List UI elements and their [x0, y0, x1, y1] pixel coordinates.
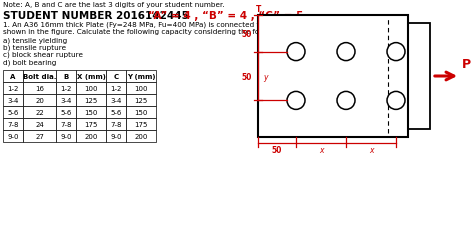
Text: Note: A, B and C are the last 3 digits of your student number.: Note: A, B and C are the last 3 digits o… [3, 2, 225, 8]
Bar [258, 16, 408, 137]
Bar [126, 71, 156, 83]
Bar [23, 71, 56, 83]
Circle shape [387, 92, 405, 110]
Bar [106, 119, 126, 130]
Text: Bolt dia.: Bolt dia. [23, 74, 56, 80]
Bar [3, 130, 23, 142]
Text: 125: 125 [134, 98, 147, 104]
Text: 5-6: 5-6 [7, 110, 18, 115]
Text: 9-0: 9-0 [110, 133, 122, 139]
Bar [3, 119, 23, 130]
Text: Y (mm): Y (mm) [127, 74, 155, 80]
Text: 9-0: 9-0 [60, 133, 72, 139]
Text: X (mm): X (mm) [77, 74, 105, 80]
Circle shape [337, 43, 355, 61]
Bar [76, 130, 106, 142]
Bar [106, 106, 126, 119]
Text: STUDENT NUMBER 2016142445: STUDENT NUMBER 2016142445 [3, 11, 192, 21]
Bar [56, 106, 76, 119]
Bar [76, 106, 106, 119]
Circle shape [387, 43, 405, 61]
Text: 150: 150 [84, 110, 98, 115]
Text: b) tensile rupture: b) tensile rupture [3, 44, 66, 51]
Text: 200: 200 [134, 133, 148, 139]
Text: 200: 200 [84, 133, 98, 139]
Text: 1-2: 1-2 [7, 86, 18, 92]
Text: 3-4: 3-4 [60, 98, 72, 104]
Bar [23, 83, 56, 94]
Text: C: C [113, 74, 118, 80]
Text: “A” = 4 , “B” = 4 , “C” = 5: “A” = 4 , “B” = 4 , “C” = 5 [148, 11, 303, 21]
Text: d) bolt bearing: d) bolt bearing [3, 59, 56, 66]
Bar [23, 94, 56, 106]
Text: 100: 100 [84, 86, 98, 92]
Bar [126, 94, 156, 106]
Text: 16: 16 [35, 86, 44, 92]
Text: 24: 24 [35, 122, 44, 127]
Text: x: x [319, 145, 323, 154]
Text: x: x [369, 145, 373, 154]
Text: 175: 175 [134, 122, 148, 127]
Bar [126, 119, 156, 130]
Bar [126, 83, 156, 94]
Bar [76, 71, 106, 83]
Bar [126, 106, 156, 119]
Bar [23, 106, 56, 119]
Circle shape [287, 92, 305, 110]
Text: 100: 100 [134, 86, 148, 92]
Text: 1-2: 1-2 [60, 86, 72, 92]
Text: 125: 125 [84, 98, 98, 104]
Text: y: y [263, 72, 267, 81]
Text: 7-8: 7-8 [60, 122, 72, 127]
Bar [3, 94, 23, 106]
Bar [270, 24, 430, 129]
Text: 7-8: 7-8 [7, 122, 19, 127]
Text: 150: 150 [134, 110, 148, 115]
Text: c) block shear rupture: c) block shear rupture [3, 52, 83, 58]
Text: T: T [256, 5, 262, 14]
Bar [106, 130, 126, 142]
Bar [76, 119, 106, 130]
Bar [23, 119, 56, 130]
Text: B: B [64, 74, 69, 80]
Circle shape [287, 43, 305, 61]
Bar [3, 106, 23, 119]
Circle shape [337, 92, 355, 110]
Text: shown in the figure. Calculate the following capacity considering the following : shown in the figure. Calculate the follo… [3, 29, 329, 35]
Bar [56, 71, 76, 83]
Text: 5-6: 5-6 [60, 110, 72, 115]
Bar [106, 83, 126, 94]
Text: 175: 175 [84, 122, 98, 127]
Text: 50: 50 [272, 145, 282, 154]
Bar [76, 83, 106, 94]
Bar [56, 83, 76, 94]
Text: 7-8: 7-8 [110, 122, 122, 127]
Bar [56, 119, 76, 130]
Text: 5-6: 5-6 [110, 110, 122, 115]
Bar [56, 94, 76, 106]
Text: 3-4: 3-4 [7, 98, 18, 104]
Bar [76, 94, 106, 106]
Bar [106, 94, 126, 106]
Bar [3, 83, 23, 94]
Text: P: P [462, 58, 471, 71]
Text: 50: 50 [242, 30, 252, 39]
Text: 27: 27 [35, 133, 44, 139]
Bar [106, 71, 126, 83]
Text: A: A [10, 74, 16, 80]
Bar [3, 71, 23, 83]
Text: 3-4: 3-4 [110, 98, 122, 104]
Bar [56, 130, 76, 142]
Text: 9-0: 9-0 [7, 133, 19, 139]
Text: 50: 50 [242, 72, 252, 81]
Bar [23, 130, 56, 142]
Text: a) tensile yielding: a) tensile yielding [3, 37, 67, 43]
Text: 20: 20 [35, 98, 44, 104]
Text: 22: 22 [35, 110, 44, 115]
Bar [126, 130, 156, 142]
Text: 1-2: 1-2 [110, 86, 122, 92]
Text: 1. An A36 16mm thick Plate (Fy=248 MPa, Fu=400 MPa) is connected to a gusset pla: 1. An A36 16mm thick Plate (Fy=248 MPa, … [3, 22, 365, 28]
